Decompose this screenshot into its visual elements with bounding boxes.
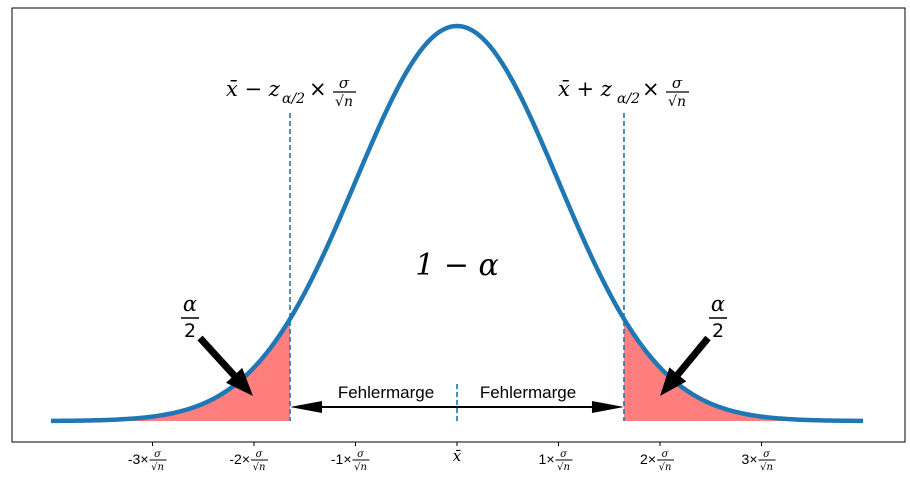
- x-axis-ticks: -3× σ√n-2× σ√n-1× σ√nx̄ 1× σ√n2× σ√n3× σ√n: [128, 442, 776, 473]
- x-tick-label: x̄: [453, 447, 462, 465]
- svg-text:σ: σ: [154, 449, 162, 460]
- svg-text:-1×: -1×: [331, 451, 352, 467]
- margin-arrowhead-right: [591, 401, 624, 413]
- right-tail-arrow: [660, 335, 711, 396]
- x-tick-label: -2× σ √n: [229, 449, 268, 473]
- normal-curve: [50, 23, 864, 424]
- svg-text:2: 2: [712, 320, 724, 342]
- svg-text:x̄ + z: x̄ + z: [558, 77, 613, 101]
- margin-label-left: Fehlermarge: [338, 383, 434, 402]
- svg-text:3×: 3×: [742, 451, 758, 467]
- svg-text:√n: √n: [335, 94, 353, 110]
- margin-label-right: Fehlermarge: [480, 383, 576, 402]
- confidence-level-label: 1 − α: [415, 248, 499, 283]
- svg-text:σ: σ: [357, 449, 365, 460]
- x-tick-label: -1× σ √n: [331, 449, 370, 473]
- x-tick-label: -3× σ √n: [128, 449, 167, 473]
- lower-bound-formula: x̄ − z α/2 × σ √n: [226, 74, 356, 110]
- svg-text:α/2: α/2: [617, 91, 640, 107]
- svg-text:α/2: α/2: [282, 91, 305, 107]
- svg-text:√n: √n: [151, 462, 164, 473]
- plot-frame: [11, 7, 906, 443]
- left-tail-label: α 2: [181, 292, 199, 342]
- svg-text:σ: σ: [560, 449, 568, 460]
- right-tail-area: [623, 318, 863, 421]
- svg-text:1×: 1×: [539, 451, 555, 467]
- svg-text:x̄ − z: x̄ − z: [226, 77, 281, 101]
- svg-text:σ: σ: [339, 74, 350, 92]
- svg-text:σ: σ: [763, 449, 771, 460]
- margin-arrowhead-left: [290, 401, 323, 413]
- svg-text:√n: √n: [760, 462, 773, 473]
- svg-text:α: α: [183, 292, 197, 316]
- svg-text:-2×: -2×: [229, 451, 250, 467]
- svg-text:2×: 2×: [640, 451, 656, 467]
- svg-text:√n: √n: [668, 94, 686, 110]
- svg-text:2: 2: [184, 320, 196, 342]
- svg-text:×: ×: [642, 77, 660, 101]
- left-tail-arrow: [197, 335, 253, 396]
- svg-text:-3×: -3×: [128, 451, 149, 467]
- svg-text:√n: √n: [253, 462, 266, 473]
- svg-text:×: ×: [309, 77, 327, 101]
- svg-text:σ: σ: [256, 449, 264, 460]
- x-tick-label: 2× σ √n: [640, 449, 674, 473]
- svg-text:σ: σ: [672, 74, 683, 92]
- x-tick-label: 1× σ √n: [539, 449, 573, 473]
- upper-bound-formula: x̄ + z α/2 × σ √n: [558, 74, 689, 110]
- svg-text:σ: σ: [662, 449, 670, 460]
- right-tail-label: α 2: [709, 292, 727, 342]
- svg-text:√n: √n: [659, 462, 672, 473]
- svg-text:√n: √n: [354, 462, 367, 473]
- x-tick-label: 3× σ √n: [742, 449, 776, 473]
- svg-text:α: α: [711, 292, 725, 316]
- svg-text:x̄: x̄: [453, 447, 462, 465]
- svg-text:√n: √n: [557, 462, 570, 473]
- left-tail-area: [51, 318, 291, 421]
